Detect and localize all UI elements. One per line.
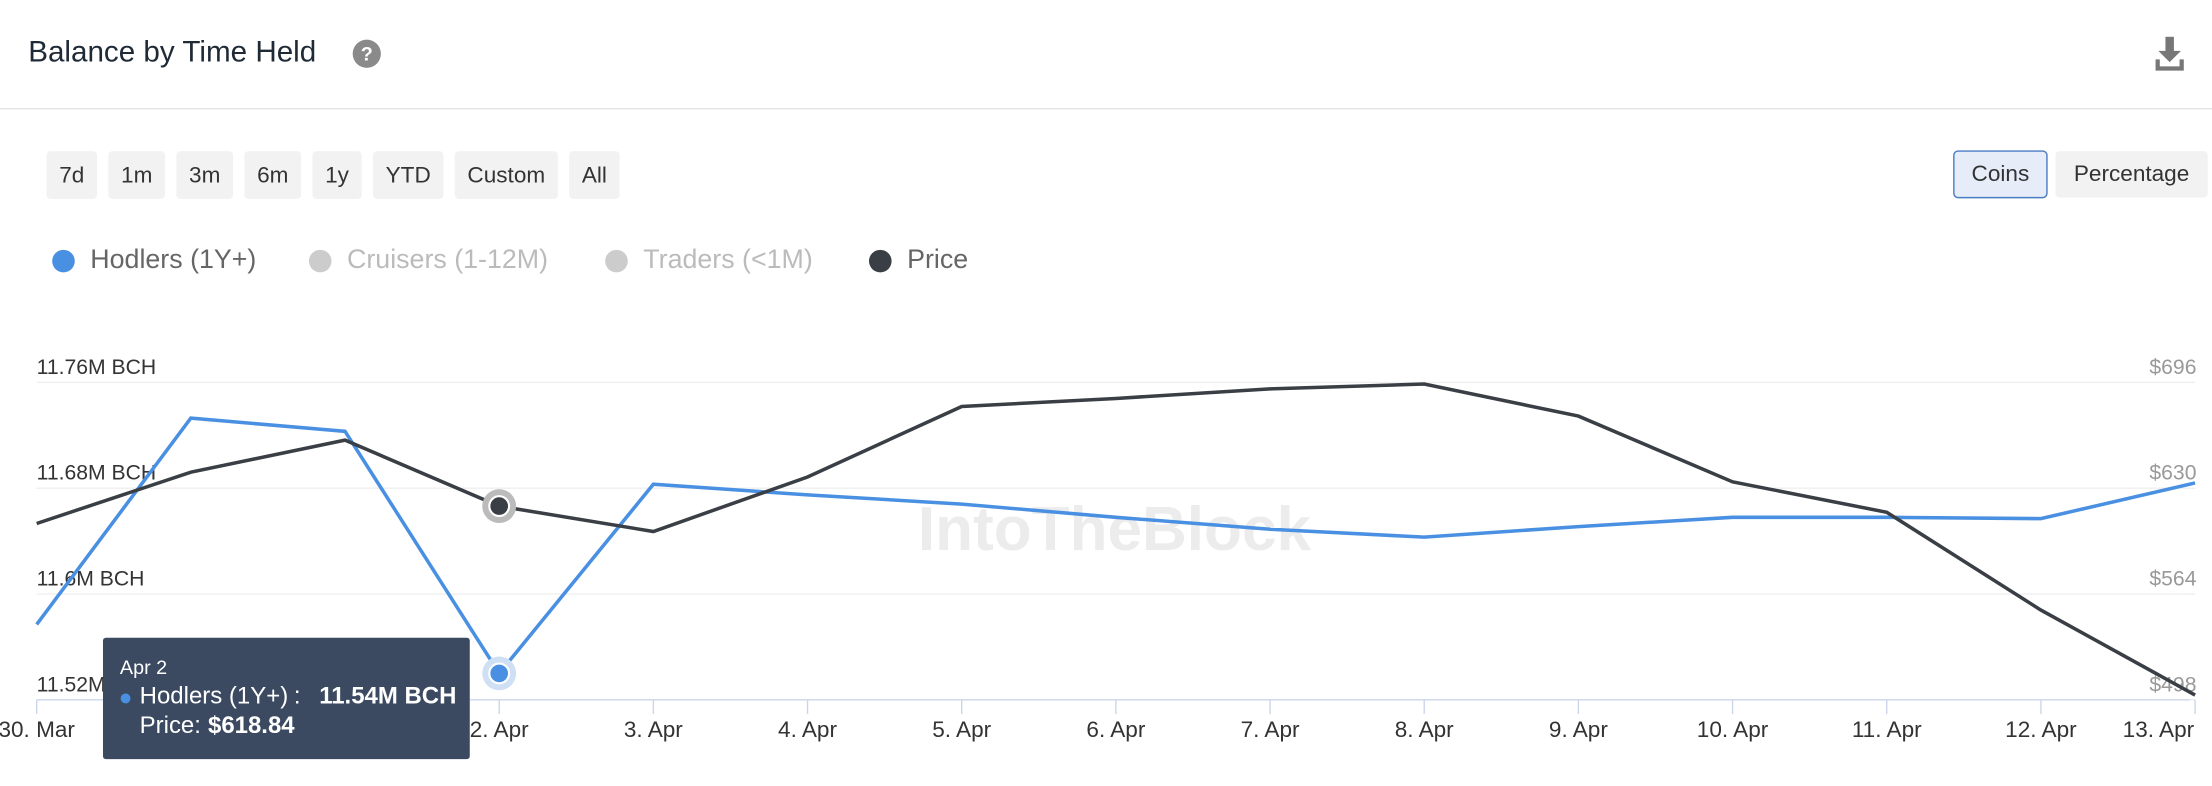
download-icon[interactable] bbox=[2155, 36, 2184, 71]
tooltip-value: 11.54M BCH bbox=[319, 682, 456, 709]
legend-marker[interactable] bbox=[52, 249, 75, 273]
mode-button[interactable] bbox=[2055, 151, 2208, 198]
x-tick-label: 10. Apr bbox=[1697, 717, 1769, 742]
x-tick-label: 30. Mar bbox=[0, 717, 75, 742]
mode-button-label[interactable]: Coins bbox=[1972, 161, 2030, 186]
x-tick-label: 3. Apr bbox=[624, 717, 683, 742]
range-button-label[interactable]: YTD bbox=[386, 162, 431, 187]
series-line bbox=[36, 382, 2196, 697]
tooltip-price-name: Price: bbox=[140, 712, 201, 739]
range-button-label[interactable]: Custom bbox=[467, 162, 545, 187]
download-icon-arrow[interactable] bbox=[2158, 50, 2181, 63]
legend-label[interactable]: Cruisers (1-12M) bbox=[347, 244, 548, 274]
y-tick-label: 11.76M BCH bbox=[37, 356, 157, 379]
y-tick-label: 11.6M BCH bbox=[37, 568, 145, 591]
series-line bbox=[35, 416, 2196, 677]
x-tick-label: 2. Apr bbox=[470, 717, 529, 742]
legend-marker[interactable] bbox=[605, 249, 628, 273]
x-tick-label: 12. Apr bbox=[2005, 717, 2077, 742]
hover-point bbox=[488, 662, 511, 685]
range-button[interactable] bbox=[244, 151, 302, 200]
download-icon-stem[interactable] bbox=[2165, 36, 2174, 54]
y2-tick-label: $696 bbox=[2149, 356, 2196, 379]
mode-button-label[interactable]: Percentage bbox=[2074, 161, 2189, 186]
range-button-label[interactable]: 6m bbox=[257, 162, 288, 187]
range-button[interactable] bbox=[176, 151, 234, 200]
mode-button[interactable] bbox=[1953, 150, 2048, 199]
controls: 7d 1m 3m 6m 1y YTD Custom All Coins Percentage bbox=[46, 150, 2208, 200]
legend-label[interactable]: Hodlers (1Y+) bbox=[90, 244, 256, 274]
plot: Hodlers (1Y+) Cruisers (1-12M) Traders (<1… bbox=[0, 244, 2197, 760]
tooltip-dot bbox=[120, 693, 131, 704]
y-tick-label: 11.68M BCH bbox=[37, 462, 157, 485]
range-button[interactable] bbox=[108, 151, 166, 200]
x-tick-label: 6. Apr bbox=[1086, 717, 1145, 742]
y2-tick-label: $564 bbox=[2149, 568, 2196, 591]
x-tick-label: 8. Apr bbox=[1395, 717, 1454, 742]
help-icon-text[interactable]: ? bbox=[361, 43, 373, 65]
range-button-label[interactable]: 7d bbox=[59, 162, 84, 187]
y2-tick-label: $630 bbox=[2149, 462, 2196, 485]
range-button[interactable] bbox=[569, 151, 620, 200]
tooltip-box bbox=[102, 637, 470, 760]
x-tick-label: 11. Apr bbox=[1852, 717, 1922, 742]
panel-title: Balance by Time Held bbox=[28, 36, 316, 69]
x-tick-label: 7. Apr bbox=[1241, 717, 1300, 742]
legend-marker[interactable] bbox=[308, 249, 332, 273]
range-button-label[interactable]: 3m bbox=[189, 162, 220, 187]
x-tick-label: 5. Apr bbox=[932, 717, 991, 742]
range-button[interactable] bbox=[312, 151, 362, 200]
legend-label[interactable]: Traders (<1M) bbox=[643, 244, 813, 274]
range-button[interactable] bbox=[454, 151, 558, 200]
tooltip-title: Apr 2 bbox=[120, 657, 167, 679]
tooltip-price: $618.84 bbox=[208, 712, 295, 739]
hover-point bbox=[488, 495, 511, 518]
range-button-label[interactable]: 1y bbox=[325, 162, 350, 187]
x-tick-label: 9. Apr bbox=[1549, 717, 1608, 742]
legend-marker[interactable] bbox=[869, 249, 892, 273]
legend-label[interactable]: Price bbox=[907, 244, 968, 274]
range-button[interactable] bbox=[372, 151, 444, 200]
range-button[interactable] bbox=[46, 151, 98, 200]
x-tick-label: 4. Apr bbox=[778, 717, 837, 742]
tooltip-series: Hodlers (1Y+) bbox=[140, 682, 289, 709]
range-button-label[interactable]: 1m bbox=[121, 162, 152, 187]
tooltip-sep: : bbox=[294, 682, 301, 709]
x-tick-label: 13. Apr bbox=[2123, 717, 2195, 742]
help-icon[interactable] bbox=[352, 39, 381, 68]
download-icon-tray[interactable] bbox=[2155, 59, 2184, 71]
range-button-label[interactable]: All bbox=[582, 162, 607, 187]
